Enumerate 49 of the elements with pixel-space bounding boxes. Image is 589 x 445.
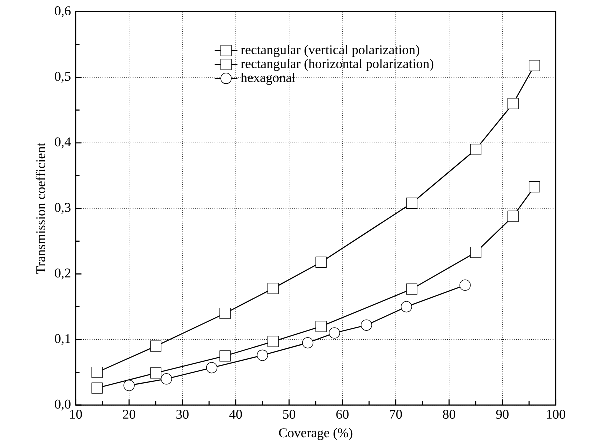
point bbox=[529, 60, 540, 72]
point bbox=[316, 256, 327, 268]
point bbox=[161, 374, 172, 385]
x-tick-label: 40 bbox=[230, 410, 242, 420]
point bbox=[361, 320, 372, 332]
point bbox=[470, 144, 482, 156]
point bbox=[124, 380, 135, 392]
y-tick-label: 0,4 bbox=[55, 138, 72, 149]
x-tick-label: 50 bbox=[283, 410, 296, 420]
y-tick-label: 0,6 bbox=[55, 6, 71, 18]
y-tick-label: 0,5 bbox=[55, 72, 71, 84]
x-tick-label: 70 bbox=[390, 410, 402, 420]
x-tick-label: 20 bbox=[123, 410, 136, 420]
point bbox=[329, 328, 340, 339]
point bbox=[220, 308, 231, 320]
y-tick-label: 0,0 bbox=[55, 400, 71, 411]
point bbox=[470, 247, 482, 258]
point bbox=[92, 367, 103, 378]
point bbox=[529, 182, 540, 193]
point bbox=[268, 283, 279, 294]
point bbox=[206, 362, 218, 374]
point bbox=[92, 382, 103, 394]
point bbox=[150, 368, 162, 379]
point bbox=[401, 302, 412, 313]
point bbox=[268, 336, 279, 348]
point bbox=[150, 340, 162, 352]
y-axis-title: Transmission coefficient bbox=[36, 143, 46, 274]
point bbox=[508, 98, 519, 110]
x-tick-label: 90 bbox=[496, 410, 509, 420]
x-tick-label: 30 bbox=[176, 410, 189, 420]
point bbox=[406, 284, 418, 296]
x-tick-label: 80 bbox=[443, 410, 456, 420]
point bbox=[257, 350, 268, 362]
y-tick-label: 0,2 bbox=[55, 268, 71, 280]
x-axis-title: Coverage (%) bbox=[279, 428, 353, 440]
point bbox=[302, 338, 314, 349]
x-tick-label: 60 bbox=[336, 410, 349, 420]
y-tick-label: 0,3 bbox=[55, 203, 71, 214]
point bbox=[508, 211, 519, 222]
legend-label: hexagonal bbox=[241, 73, 296, 86]
x-tick-label: 10 bbox=[70, 410, 82, 420]
y-tick-label: 0,1 bbox=[55, 334, 70, 346]
point bbox=[460, 280, 471, 292]
legend-label: rectangular (vertical polarization) bbox=[241, 45, 420, 58]
x-tick-label: 100 bbox=[547, 410, 566, 420]
point bbox=[406, 198, 418, 210]
point bbox=[220, 350, 231, 362]
point bbox=[316, 321, 327, 332]
legend-label: rectangular (horizontal polarization) bbox=[241, 59, 434, 72]
